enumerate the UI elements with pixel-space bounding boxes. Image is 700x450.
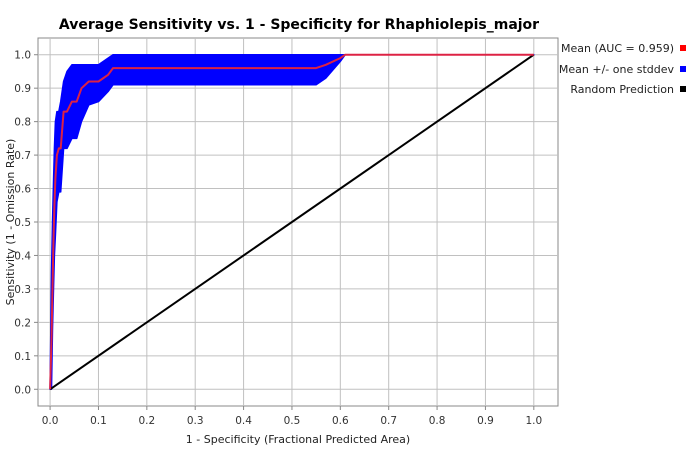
y-tick-label: 1.0: [14, 50, 31, 62]
y-axis-label: Sensitivity (1 - Omission Rate): [4, 139, 17, 306]
y-axis-ticks: 0.0 0.1 0.2 0.3 0.4 0.5 0.6 0.7 0.8 0.9 1.0: [14, 50, 38, 396]
x-axis-label: 1 - Specificity (Fractional Predicted Ar…: [186, 433, 410, 446]
x-tick-label: 0.3: [187, 415, 204, 427]
x-tick-label: 0.4: [235, 415, 252, 427]
legend-label: Mean (AUC = 0.959): [561, 42, 674, 55]
series-lines: [49, 53, 535, 391]
y-tick-label: 0.5: [14, 217, 31, 229]
y-tick-label: 0.6: [14, 184, 31, 196]
x-tick-label: 0.7: [380, 415, 397, 427]
x-tick-label: 0.6: [332, 415, 349, 427]
y-tick-label: 0.2: [14, 317, 31, 329]
x-tick-label: 0.5: [284, 415, 301, 427]
legend: Mean (AUC = 0.959) Mean +/- one stddev Ran…: [559, 42, 686, 96]
x-axis-ticks: 0.0 0.1 0.2 0.3 0.4 0.5 0.6 0.7 0.8 0.9 1.0: [42, 406, 542, 427]
x-tick-label: 0.2: [138, 415, 155, 427]
y-tick-label: 0.9: [14, 83, 31, 95]
plot-area: [37, 37, 559, 407]
legend-swatch: [680, 86, 686, 92]
legend-label: Mean +/- one stddev: [559, 63, 675, 76]
y-tick-label: 0.3: [14, 284, 31, 296]
random-prediction-line: [49, 53, 535, 391]
x-tick-label: 0.1: [90, 415, 107, 427]
legend-swatch: [680, 66, 686, 72]
chart-title: Average Sensitivity vs. 1 - Specificity …: [59, 17, 539, 33]
x-tick-label: 0.0: [42, 415, 59, 427]
y-tick-label: 0.4: [14, 250, 31, 262]
y-tick-label: 0.1: [14, 351, 31, 363]
x-tick-label: 0.9: [477, 415, 494, 427]
mean-roc-line: [49, 53, 534, 390]
x-tick-label: 0.8: [429, 415, 446, 427]
y-tick-label: 0.8: [14, 117, 31, 129]
legend-label: Random Prediction: [570, 83, 674, 96]
x-tick-label: 1.0: [525, 415, 542, 427]
legend-swatch: [680, 45, 686, 51]
y-tick-label: 0.7: [14, 150, 31, 162]
y-tick-label: 0.0: [14, 384, 31, 396]
